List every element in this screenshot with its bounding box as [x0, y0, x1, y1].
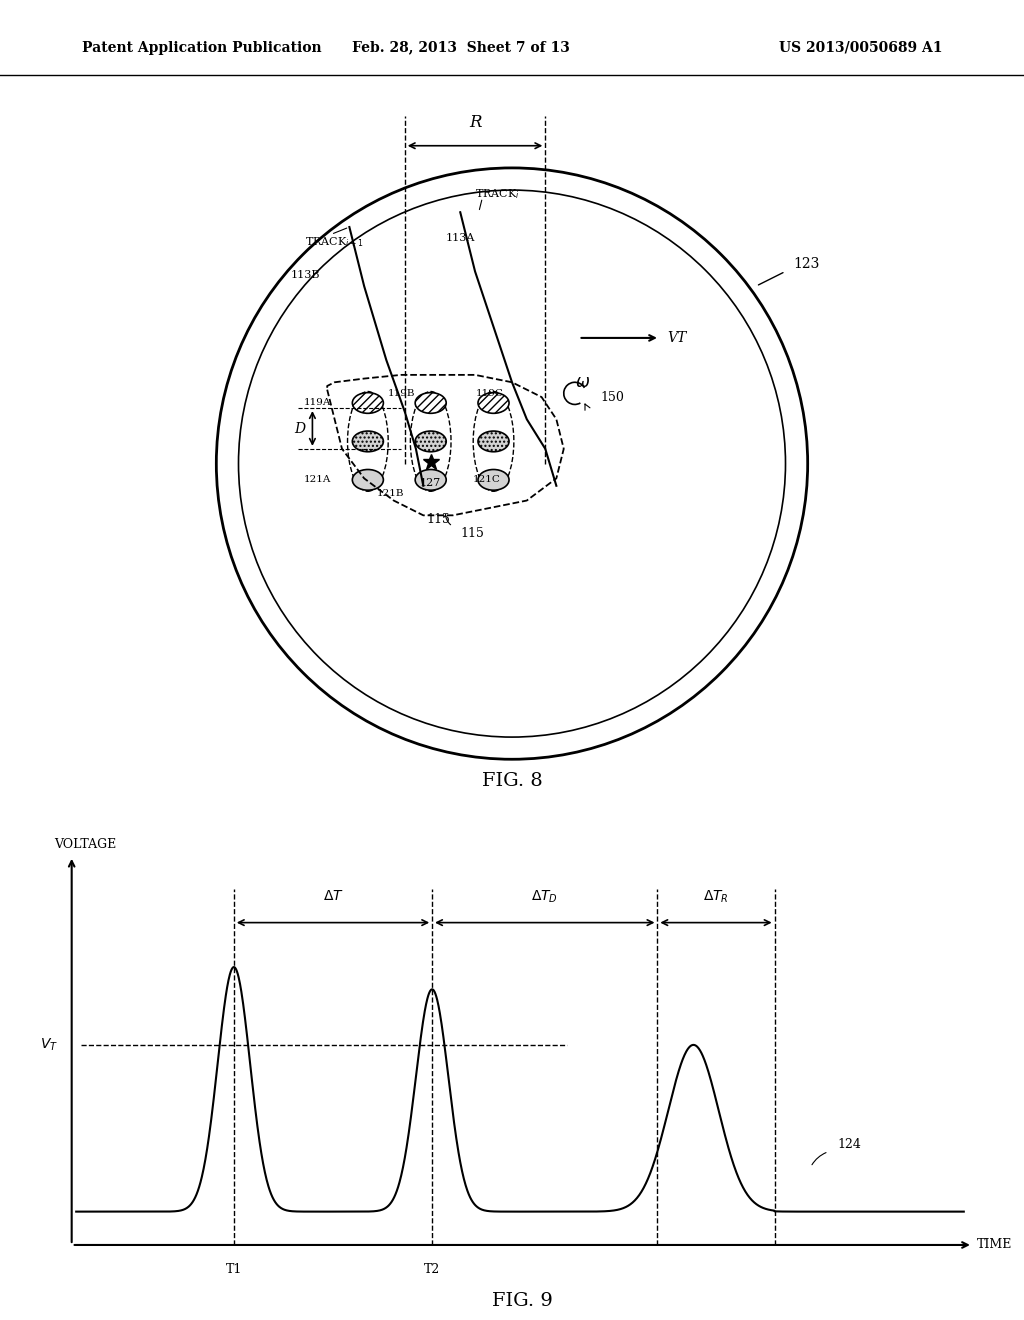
- Text: FIG. 8: FIG. 8: [481, 772, 543, 791]
- Text: 124: 124: [838, 1138, 861, 1151]
- Text: 121C: 121C: [473, 475, 501, 484]
- Text: 119A: 119A: [303, 399, 331, 408]
- Text: 119B: 119B: [387, 389, 415, 397]
- Text: R: R: [469, 115, 481, 131]
- Ellipse shape: [352, 432, 383, 451]
- Text: FIG. 9: FIG. 9: [492, 1291, 553, 1309]
- Text: 115: 115: [460, 527, 484, 540]
- Text: TIME: TIME: [977, 1238, 1013, 1251]
- Text: VOLTAGE: VOLTAGE: [53, 838, 116, 851]
- Text: $\omega$: $\omega$: [574, 374, 590, 391]
- Text: 113A: 113A: [445, 234, 475, 243]
- Text: 113B: 113B: [290, 271, 319, 280]
- Text: $\Delta T_D$: $\Delta T_D$: [531, 888, 558, 904]
- Text: 127: 127: [420, 478, 441, 488]
- Text: VT: VT: [668, 331, 686, 345]
- Text: $V_T$: $V_T$: [40, 1036, 58, 1053]
- Ellipse shape: [415, 432, 446, 451]
- Ellipse shape: [352, 470, 383, 490]
- Text: 119C: 119C: [476, 389, 504, 397]
- Text: TRACK$_{i+1}$: TRACK$_{i+1}$: [305, 235, 364, 248]
- Text: Feb. 28, 2013  Sheet 7 of 13: Feb. 28, 2013 Sheet 7 of 13: [352, 41, 569, 54]
- Ellipse shape: [478, 392, 509, 413]
- Text: Patent Application Publication: Patent Application Publication: [82, 41, 322, 54]
- Ellipse shape: [415, 392, 446, 413]
- Ellipse shape: [478, 470, 509, 490]
- Text: US 2013/0050689 A1: US 2013/0050689 A1: [778, 41, 942, 54]
- Text: $\Delta T$: $\Delta T$: [323, 890, 343, 903]
- Text: $\Delta T_R$: $\Delta T_R$: [703, 888, 729, 904]
- Ellipse shape: [478, 432, 509, 451]
- Text: TRACK$_i$: TRACK$_i$: [475, 187, 520, 201]
- Text: 115: 115: [426, 512, 450, 525]
- Text: 121A: 121A: [303, 475, 331, 484]
- Ellipse shape: [352, 392, 383, 413]
- Text: 150: 150: [601, 391, 625, 404]
- Text: 121B: 121B: [376, 488, 403, 498]
- Text: T2: T2: [424, 1263, 440, 1275]
- Ellipse shape: [415, 470, 446, 490]
- Text: D: D: [294, 422, 305, 436]
- Text: T1: T1: [225, 1263, 242, 1275]
- Text: 123: 123: [793, 257, 819, 271]
